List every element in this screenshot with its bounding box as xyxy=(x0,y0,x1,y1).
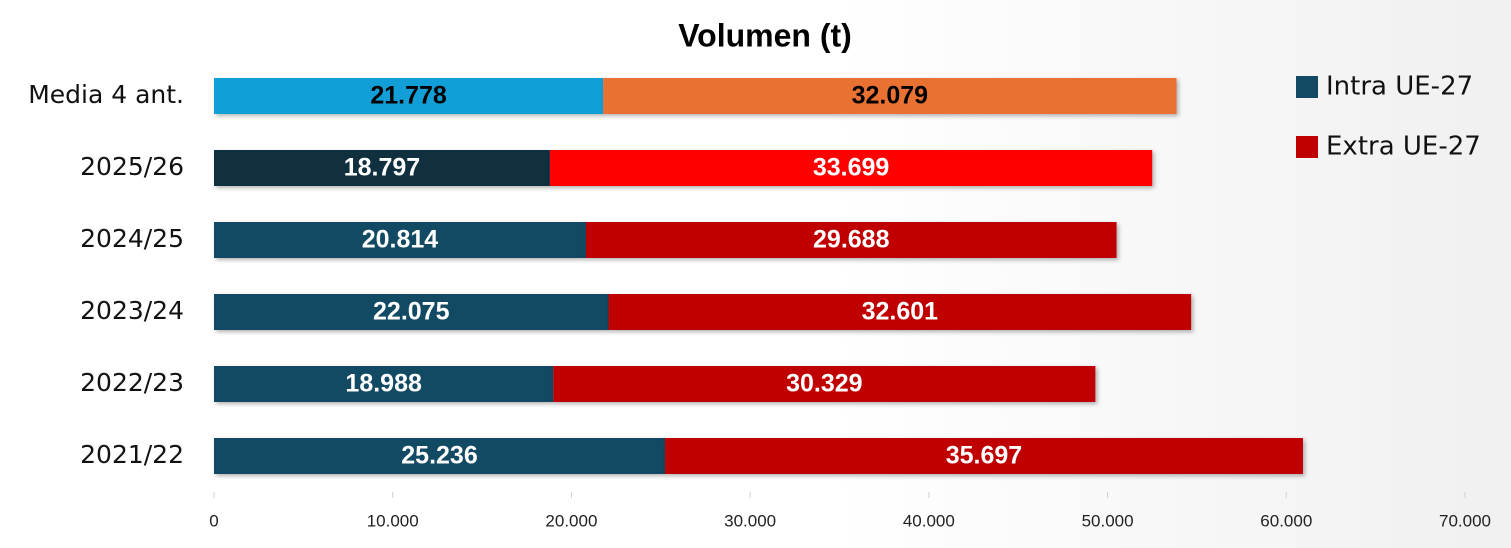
bar-segment xyxy=(608,294,1192,330)
bar-segment xyxy=(549,150,1153,186)
legend-label: Extra UE-27 xyxy=(1326,132,1481,162)
x-tick-label: 0 xyxy=(209,511,218,530)
bar-segment xyxy=(603,78,1177,114)
value-label: 32.601 xyxy=(862,298,939,326)
y-tick-label: 2022/23 xyxy=(80,368,184,397)
y-tick-label: Media 4 ant. xyxy=(28,80,184,109)
value-label: 35.697 xyxy=(946,442,1022,470)
bar-segment xyxy=(585,222,1117,258)
value-label: 33.699 xyxy=(813,154,889,182)
x-tick-label: 30.000 xyxy=(724,511,776,530)
value-label: 18.988 xyxy=(345,370,422,398)
bar-segment xyxy=(665,438,1303,474)
value-label: 32.079 xyxy=(852,82,928,110)
legend-label: Intra UE-27 xyxy=(1326,72,1473,102)
x-tick-label: 50.000 xyxy=(1082,511,1134,530)
value-label: 20.814 xyxy=(362,226,439,254)
x-tick-label: 20.000 xyxy=(545,511,597,530)
y-tick-label: 2023/24 xyxy=(80,296,184,325)
x-tick-label: 10.000 xyxy=(367,511,419,530)
y-tick-label: 2024/25 xyxy=(80,224,184,253)
bar-segment xyxy=(214,222,586,258)
y-tick-label: 2021/22 xyxy=(80,440,184,469)
value-label: 22.075 xyxy=(373,298,450,326)
legend-swatch xyxy=(1296,76,1318,98)
value-label: 29.688 xyxy=(813,226,890,254)
bar-segment xyxy=(214,294,609,330)
bar-segment xyxy=(214,366,554,402)
x-tick-label: 70.000 xyxy=(1439,511,1491,530)
y-tick-label: 2025/26 xyxy=(80,152,184,181)
x-tick-label: 40.000 xyxy=(903,511,955,530)
chart-title: Volumen (t) xyxy=(678,17,852,53)
value-label: 25.236 xyxy=(401,442,477,470)
bar-segment xyxy=(553,366,1096,402)
bar-segment xyxy=(214,78,604,114)
value-label: 30.329 xyxy=(786,370,862,398)
bar-segment xyxy=(214,438,666,474)
legend-swatch xyxy=(1296,136,1318,158)
value-label: 18.797 xyxy=(344,154,420,182)
x-tick-label: 60.000 xyxy=(1260,511,1312,530)
value-label: 21.778 xyxy=(370,82,447,110)
bar-segment xyxy=(214,150,550,186)
